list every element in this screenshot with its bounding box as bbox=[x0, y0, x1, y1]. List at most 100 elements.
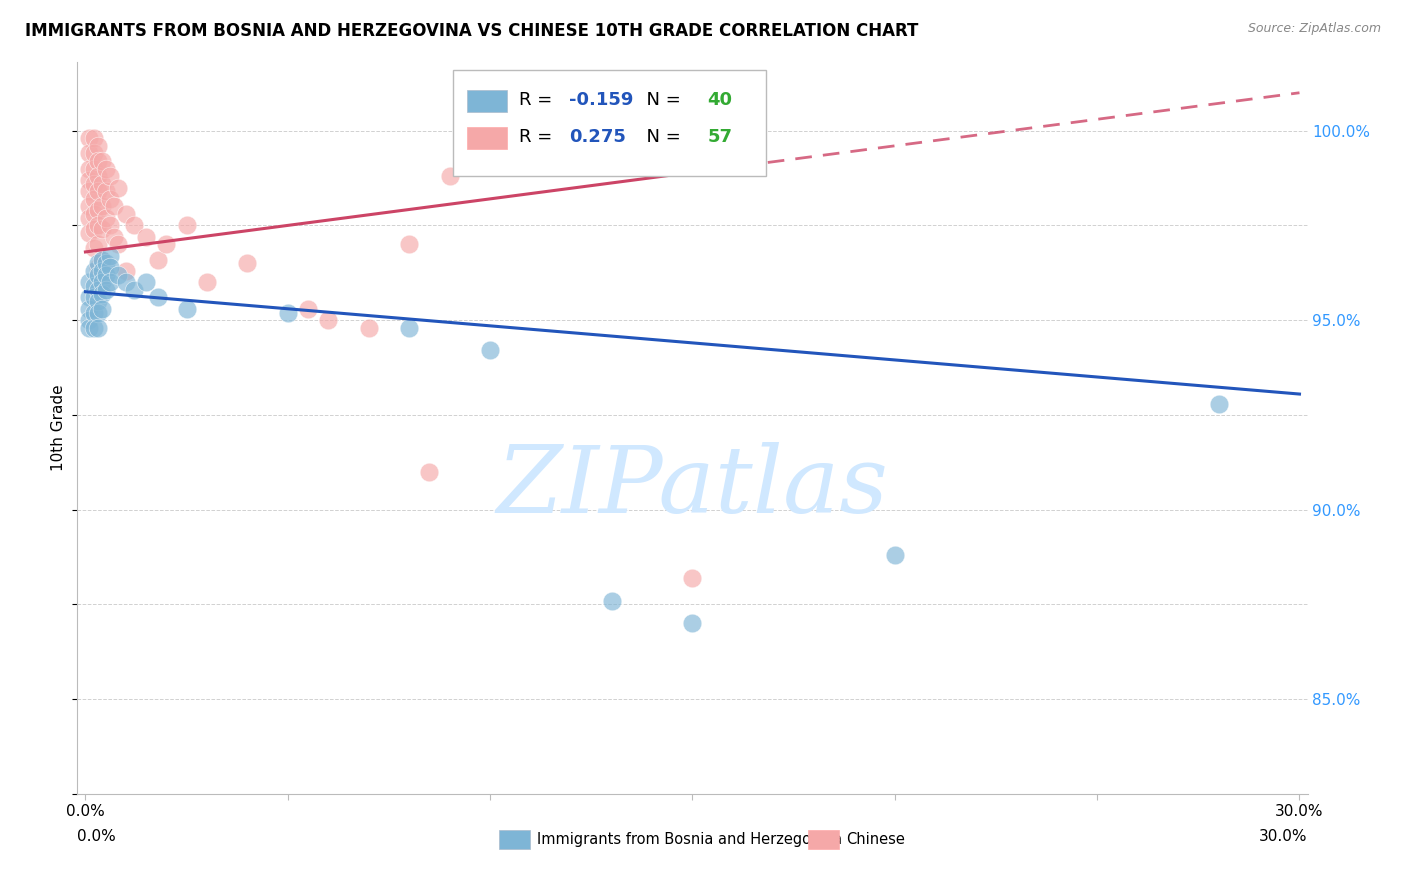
Point bbox=[86, 305, 108, 319]
Point bbox=[83, 241, 105, 255]
Point bbox=[86, 256, 108, 270]
Point bbox=[176, 301, 198, 316]
Text: IMMIGRANTS FROM BOSNIA AND HERZEGOVINA VS CHINESE 10TH GRADE CORRELATION CHART: IMMIGRANTS FROM BOSNIA AND HERZEGOVINA V… bbox=[25, 22, 918, 40]
Point bbox=[90, 177, 112, 191]
Point bbox=[86, 294, 108, 309]
Point bbox=[83, 264, 105, 278]
Text: N =: N = bbox=[634, 92, 686, 110]
Point bbox=[682, 616, 704, 631]
Y-axis label: 10th Grade: 10th Grade bbox=[51, 384, 66, 472]
Point bbox=[94, 283, 117, 297]
Point bbox=[86, 138, 108, 153]
Point bbox=[86, 169, 108, 183]
Point bbox=[79, 131, 101, 145]
Bar bbox=[467, 127, 506, 149]
Point bbox=[86, 219, 108, 233]
Point bbox=[155, 237, 177, 252]
Point bbox=[79, 211, 101, 225]
Text: R =: R = bbox=[519, 128, 558, 146]
Bar bbox=[467, 90, 506, 112]
Point bbox=[79, 301, 101, 316]
Text: 0.0%: 0.0% bbox=[77, 830, 117, 844]
Point bbox=[83, 161, 105, 176]
Point bbox=[86, 237, 108, 252]
Point bbox=[79, 226, 101, 240]
Point bbox=[83, 222, 105, 236]
Point bbox=[122, 219, 145, 233]
Point bbox=[176, 219, 198, 233]
Point bbox=[90, 286, 112, 301]
Point bbox=[148, 290, 170, 304]
Point bbox=[79, 313, 101, 327]
FancyBboxPatch shape bbox=[453, 70, 766, 176]
Point bbox=[94, 256, 117, 270]
Point bbox=[83, 192, 105, 206]
Point bbox=[90, 264, 112, 278]
Point bbox=[83, 290, 105, 304]
Point bbox=[79, 161, 101, 176]
Point bbox=[122, 283, 145, 297]
Point bbox=[479, 343, 502, 358]
Text: Immigrants from Bosnia and Herzegovina: Immigrants from Bosnia and Herzegovina bbox=[537, 832, 842, 847]
Point bbox=[83, 207, 105, 221]
Point bbox=[357, 320, 380, 334]
Text: 0.275: 0.275 bbox=[569, 128, 626, 146]
Point bbox=[115, 275, 138, 289]
Text: ZIPatlas: ZIPatlas bbox=[496, 442, 889, 532]
Point bbox=[135, 275, 157, 289]
Point bbox=[90, 199, 112, 213]
Point bbox=[79, 275, 101, 289]
Point bbox=[79, 199, 101, 213]
Point bbox=[90, 275, 112, 289]
Point bbox=[83, 279, 105, 293]
Point bbox=[107, 268, 129, 282]
Point bbox=[86, 203, 108, 218]
Point bbox=[86, 268, 108, 282]
Point bbox=[439, 169, 461, 183]
Point bbox=[86, 184, 108, 198]
Point bbox=[83, 177, 105, 191]
Text: 57: 57 bbox=[707, 128, 733, 146]
Point bbox=[107, 237, 129, 252]
Point bbox=[79, 184, 101, 198]
Point bbox=[98, 275, 121, 289]
Point bbox=[83, 131, 105, 145]
Point bbox=[135, 229, 157, 244]
Point bbox=[86, 320, 108, 334]
Point bbox=[600, 593, 623, 607]
Point bbox=[297, 301, 319, 316]
Point bbox=[682, 571, 704, 585]
Text: N =: N = bbox=[634, 128, 686, 146]
Point bbox=[1208, 396, 1230, 410]
Text: -0.159: -0.159 bbox=[569, 92, 634, 110]
Point bbox=[560, 153, 582, 168]
Point bbox=[103, 229, 125, 244]
Point bbox=[398, 320, 420, 334]
Point bbox=[79, 290, 101, 304]
Point bbox=[83, 320, 105, 334]
Text: Source: ZipAtlas.com: Source: ZipAtlas.com bbox=[1247, 22, 1381, 36]
Point bbox=[98, 260, 121, 274]
Text: Chinese: Chinese bbox=[846, 832, 905, 847]
Point bbox=[86, 283, 108, 297]
Point bbox=[195, 275, 218, 289]
Point bbox=[90, 301, 112, 316]
Point bbox=[94, 161, 117, 176]
Point bbox=[98, 169, 121, 183]
Text: R =: R = bbox=[519, 92, 558, 110]
Point bbox=[79, 146, 101, 161]
Point bbox=[103, 199, 125, 213]
Point bbox=[94, 184, 117, 198]
Point bbox=[86, 153, 108, 168]
Point bbox=[90, 222, 112, 236]
Point bbox=[83, 146, 105, 161]
Point bbox=[98, 192, 121, 206]
Point bbox=[398, 237, 420, 252]
Text: 40: 40 bbox=[707, 92, 733, 110]
Point bbox=[94, 268, 117, 282]
Text: 30.0%: 30.0% bbox=[1260, 830, 1308, 844]
Point bbox=[115, 207, 138, 221]
Point bbox=[98, 249, 121, 263]
Point bbox=[79, 173, 101, 187]
Point bbox=[90, 252, 112, 267]
